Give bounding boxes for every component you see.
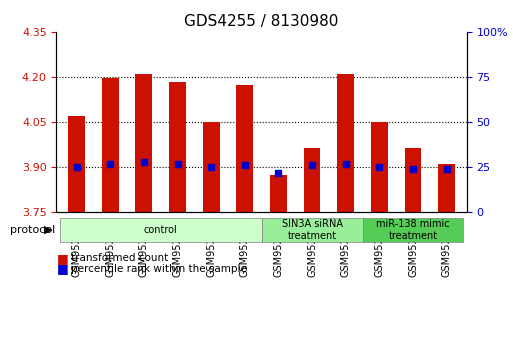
Bar	[270, 175, 287, 212]
Text: ■: ■	[56, 263, 68, 275]
Bar	[135, 74, 152, 212]
Bar	[68, 116, 85, 212]
Bar	[102, 79, 119, 212]
Text: miR-138 mimic
treatment: miR-138 mimic treatment	[376, 219, 450, 241]
Bar	[304, 148, 321, 212]
Bar	[236, 85, 253, 212]
Text: transformed count: transformed count	[71, 253, 168, 263]
Text: SIN3A siRNA
treatment: SIN3A siRNA treatment	[282, 219, 343, 241]
Bar	[338, 74, 354, 212]
Bar	[438, 164, 455, 212]
Bar	[405, 148, 421, 212]
Text: control: control	[144, 225, 177, 235]
Text: protocol: protocol	[10, 225, 55, 235]
Text: ▶: ▶	[44, 225, 52, 235]
Text: percentile rank within the sample: percentile rank within the sample	[71, 264, 247, 274]
Bar	[203, 122, 220, 212]
Title: GDS4255 / 8130980: GDS4255 / 8130980	[185, 14, 339, 29]
Bar	[371, 122, 388, 212]
Bar	[169, 81, 186, 212]
Text: ■: ■	[56, 252, 68, 265]
